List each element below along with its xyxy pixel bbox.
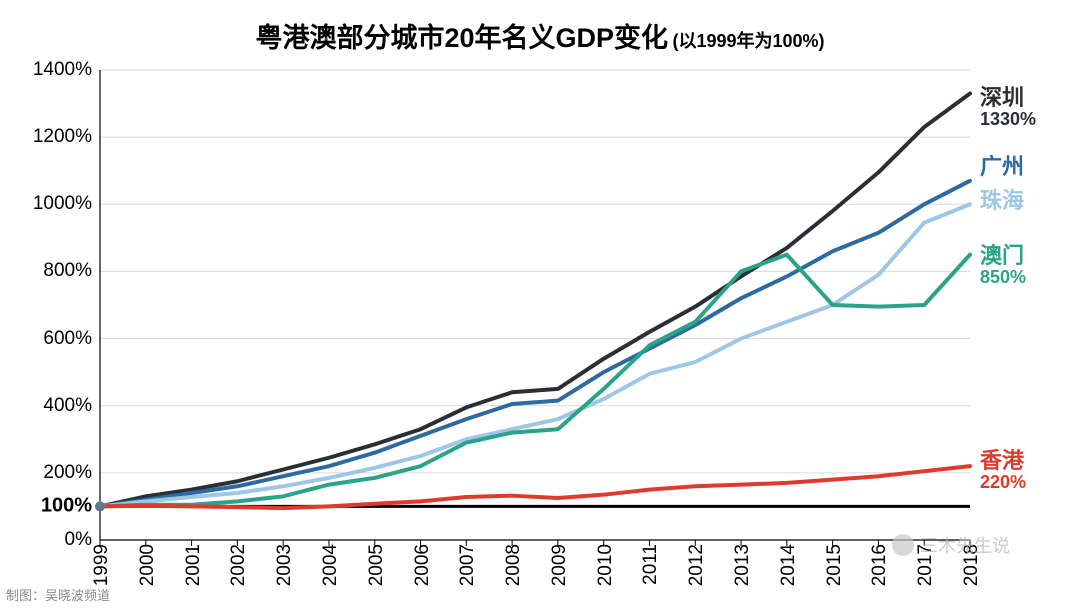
series-name: 深圳 [980, 86, 1036, 110]
gdp-chart-container: 粤港澳部分城市20年名义GDP变化 (以1999年为100%) 0%200%40… [0, 0, 1080, 608]
chart-title: 粤港澳部分城市20年名义GDP变化 (以1999年为100%) [0, 16, 1080, 55]
y-tick-label: 200% [43, 462, 92, 484]
y-tick-label: 1000% [33, 193, 92, 215]
x-tick-label: 2016 [869, 544, 891, 586]
series-end-label: 香港220% [980, 449, 1026, 493]
series-end-label: 澳门850% [980, 244, 1026, 288]
y-tick-label: 400% [43, 395, 92, 417]
y-tick-label: 800% [43, 260, 92, 282]
series-end-value: 220% [980, 473, 1026, 493]
series-end-value: 850% [980, 268, 1026, 288]
y-tick-label: 1200% [33, 126, 92, 148]
y-baseline-label: 100% [41, 495, 92, 518]
series-line [100, 181, 970, 507]
series-name: 广州 [980, 155, 1024, 179]
credit-text: 制图：吴晓波频道 [6, 585, 110, 604]
plot-area: 0%200%400%600%800%1000%1200%1400%100%199… [100, 70, 970, 540]
x-tick-label: 2005 [366, 544, 388, 586]
watermark: 三木先生说 [892, 532, 1010, 558]
x-tick-label: 1999 [91, 544, 113, 586]
x-tick-label: 2009 [549, 544, 571, 586]
x-tick-label: 2003 [274, 544, 296, 586]
chart-title-main: 粤港澳部分城市20年名义GDP变化 [255, 23, 668, 53]
x-tick-label: 2001 [183, 544, 205, 586]
x-tick-label: 2007 [457, 544, 479, 586]
series-end-label: 广州 [980, 155, 1024, 179]
wechat-icon [892, 534, 914, 556]
x-tick-label: 2002 [228, 544, 250, 586]
x-tick-label: 2013 [732, 544, 754, 586]
series-line [100, 255, 970, 507]
series-name: 澳门 [980, 244, 1026, 268]
series-end-label: 珠海 [980, 189, 1024, 213]
series-end-label: 深圳1330% [980, 86, 1036, 130]
x-tick-label: 2000 [137, 544, 159, 586]
x-tick-label: 2012 [686, 544, 708, 586]
x-tick-label: 2004 [320, 544, 342, 586]
watermark-text: 三木先生说 [920, 532, 1010, 558]
y-tick-label: 0% [65, 529, 92, 551]
series-name: 珠海 [980, 189, 1024, 213]
start-marker [95, 501, 105, 511]
x-tick-label: 2008 [503, 544, 525, 586]
chart-title-sub: (以1999年为100%) [672, 31, 824, 51]
x-tick-label: 2011 [640, 544, 662, 585]
plot-svg [100, 70, 970, 540]
x-tick-label: 2015 [824, 544, 846, 586]
x-tick-label: 2010 [595, 544, 617, 586]
y-tick-label: 1400% [33, 59, 92, 81]
series-end-value: 1330% [980, 110, 1036, 130]
y-tick-label: 600% [43, 328, 92, 350]
x-tick-label: 2006 [412, 544, 434, 586]
x-tick-label: 2014 [778, 544, 800, 586]
series-name: 香港 [980, 449, 1026, 473]
